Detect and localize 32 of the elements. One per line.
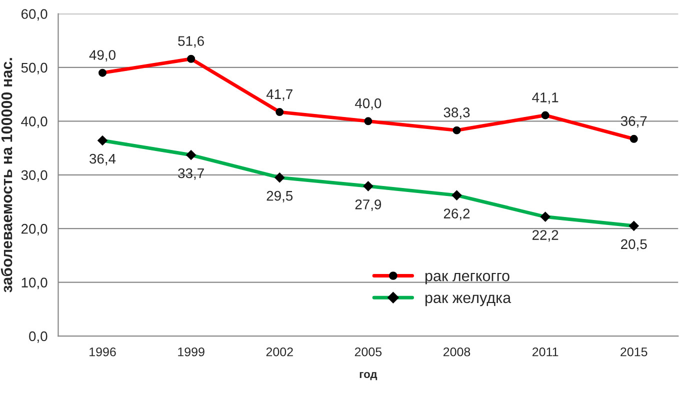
- y-tick-label: 10,0: [22, 278, 48, 290]
- data-label: 40,0: [354, 98, 382, 110]
- x-tick-label: 2011: [532, 347, 558, 356]
- legend-label: рак желудка: [425, 294, 512, 306]
- x-tick-label: 2002: [266, 347, 293, 356]
- data-label: 22,2: [532, 230, 558, 242]
- y-tick-label: 0,0: [29, 331, 48, 343]
- data-label: 41,1: [532, 92, 558, 104]
- y-tick-label: 30,0: [21, 170, 48, 182]
- data-label: 36,7: [620, 116, 647, 128]
- data-label: 26,2: [444, 208, 470, 220]
- data-label: 27,9: [355, 200, 382, 211]
- data-label: 49,0: [89, 50, 116, 62]
- x-axis-title: год: [360, 372, 378, 380]
- data-label: 29,5: [266, 190, 293, 202]
- x-tick-label: 2015: [620, 347, 648, 356]
- y-tick-label: 60,0: [21, 9, 48, 21]
- data-label: 51,6: [178, 36, 204, 48]
- x-tick-label: 1996: [90, 347, 116, 356]
- data-label: 33,7: [178, 168, 204, 180]
- y-tick-label: 20,0: [21, 224, 48, 236]
- x-tick-label: 1999: [178, 347, 204, 356]
- legend-label: рак легкогго: [425, 272, 510, 284]
- x-tick-label: 2005: [354, 347, 382, 356]
- data-label: 36,4: [90, 154, 116, 166]
- y-axis-title: заболеваемость на 100000 нас.: [0, 58, 12, 292]
- y-tick-label: 40,0: [21, 116, 48, 128]
- data-label: 41,7: [266, 89, 292, 101]
- x-tick-label: 2008: [443, 347, 470, 356]
- data-label: 20,5: [621, 239, 647, 251]
- y-tick-label: 50,0: [21, 62, 48, 74]
- data-label: 38,3: [444, 108, 470, 120]
